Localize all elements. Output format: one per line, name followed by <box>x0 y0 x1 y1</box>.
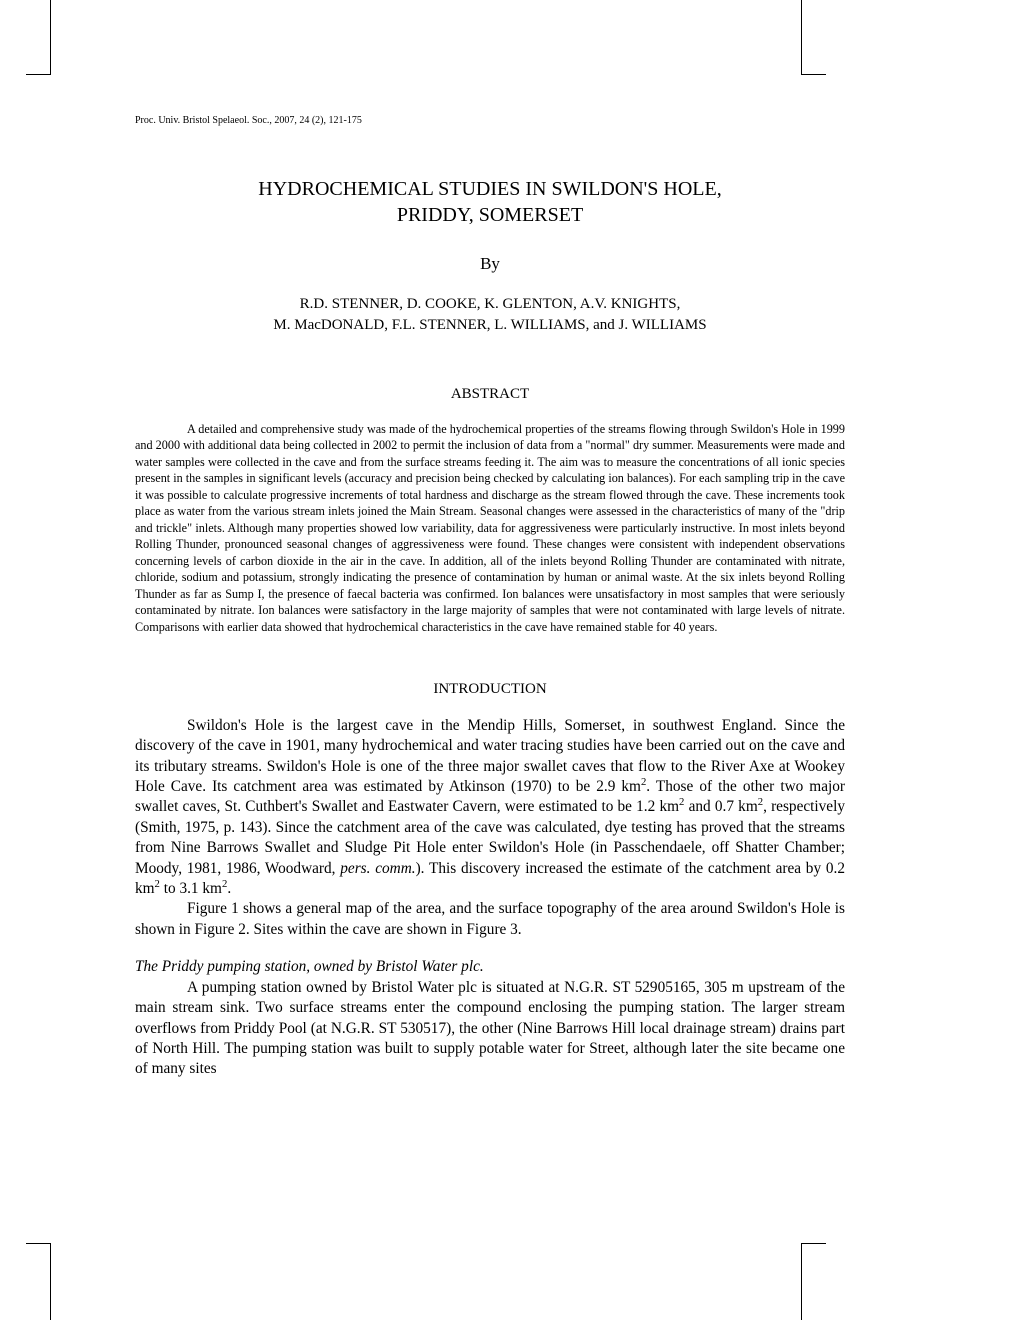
intro-paragraph-2: Figure 1 shows a general map of the area… <box>135 899 845 940</box>
crop-mark <box>801 0 802 75</box>
introduction-heading: INTRODUCTION <box>135 681 845 698</box>
authors-line: R.D. STENNER, D. COOKE, K. GLENTON, A.V.… <box>300 296 681 312</box>
crop-mark <box>802 74 826 75</box>
crop-mark <box>26 1243 50 1244</box>
para-text: to 3.1 km <box>160 880 222 897</box>
by-label: By <box>135 254 845 274</box>
crop-mark <box>802 1243 826 1244</box>
crop-mark <box>26 74 50 75</box>
page-content: Proc. Univ. Bristol Spelaeol. Soc., 2007… <box>135 115 845 1080</box>
authors-list: R.D. STENNER, D. COOKE, K. GLENTON, A.V.… <box>135 294 845 336</box>
journal-citation: Proc. Univ. Bristol Spelaeol. Soc., 2007… <box>135 115 845 126</box>
paper-title: HYDROCHEMICAL STUDIES IN SWILDON'S HOLE,… <box>135 176 845 228</box>
abstract-body: A detailed and comprehensive study was m… <box>135 421 845 635</box>
abstract-heading: ABSTRACT <box>135 386 845 403</box>
crop-mark <box>801 1243 802 1320</box>
abstract-text: A detailed and comprehensive study was m… <box>135 422 845 634</box>
crop-mark <box>50 0 51 75</box>
para-text: A pumping station owned by Bristol Water… <box>135 979 845 1077</box>
title-line: HYDROCHEMICAL STUDIES IN SWILDON'S HOLE, <box>258 178 721 200</box>
authors-line: M. MacDONALD, F.L. STENNER, L. WILLIAMS,… <box>273 317 706 333</box>
title-line: PRIDDY, SOMERSET <box>397 204 583 226</box>
para-text: and 0.7 km <box>684 798 757 815</box>
crop-mark <box>50 1243 51 1320</box>
para-italic: pers. comm. <box>340 860 415 877</box>
intro-paragraph-1: Swildon's Hole is the largest cave in th… <box>135 716 845 899</box>
subsection-heading: The Priddy pumping station, owned by Bri… <box>135 958 845 976</box>
para-text: Figure 1 shows a general map of the area… <box>135 900 845 937</box>
intro-paragraph-3: A pumping station owned by Bristol Water… <box>135 978 845 1080</box>
para-text: . <box>227 880 231 897</box>
